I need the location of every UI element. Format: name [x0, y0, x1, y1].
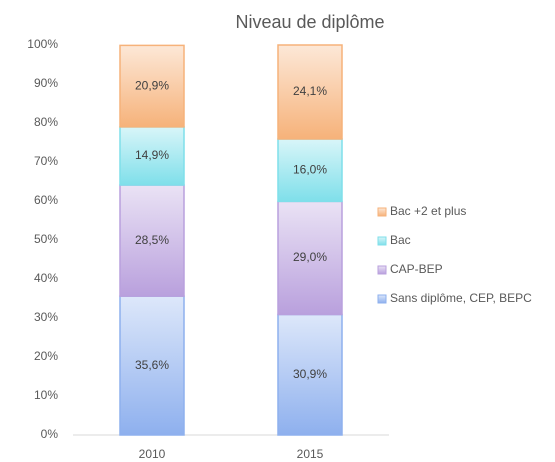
bar-segment: [119, 184, 185, 297]
bar-segment: [277, 44, 343, 140]
y-tick-label: 50%: [34, 232, 58, 246]
legend-label: Bac: [390, 233, 411, 247]
value-label: 35,6%: [135, 358, 169, 372]
legend-swatch: [377, 265, 387, 275]
y-tick-label: 30%: [34, 310, 58, 324]
legend-swatch: [377, 207, 387, 217]
legend-label: Bac +2 et plus: [390, 204, 466, 218]
legend-label: Sans diplôme, CEP, BEPC: [390, 291, 532, 305]
chart-title: Niveau de diplôme: [235, 12, 384, 32]
value-label: 28,5%: [135, 233, 169, 247]
x-tick-label: 2015: [297, 447, 324, 461]
bar-segment: [119, 44, 185, 128]
value-label: 14,9%: [135, 148, 169, 162]
value-label: 29,0%: [293, 250, 327, 264]
y-tick-label: 70%: [34, 154, 58, 168]
y-tick-label: 20%: [34, 349, 58, 363]
y-tick-label: 60%: [34, 193, 58, 207]
legend-swatch: [377, 236, 387, 246]
legend-swatch: [377, 294, 387, 304]
legend-label: CAP-BEP: [390, 262, 443, 276]
y-tick-label: 80%: [34, 115, 58, 129]
y-tick-label: 100%: [27, 37, 58, 51]
x-tick-label: 2010: [139, 447, 166, 461]
value-label: 24,1%: [293, 84, 327, 98]
bar-segment: [277, 138, 343, 203]
bar-segment: [277, 313, 343, 436]
value-label: 30,9%: [293, 367, 327, 381]
bar-segment: [277, 200, 343, 316]
y-tick-label: 0%: [41, 427, 59, 441]
value-label: 16,0%: [293, 162, 327, 176]
y-tick-label: 40%: [34, 271, 58, 285]
y-tick-label: 90%: [34, 76, 58, 90]
y-tick-label: 10%: [34, 388, 58, 402]
value-label: 20,9%: [135, 78, 169, 92]
bar-segment: [119, 295, 185, 436]
